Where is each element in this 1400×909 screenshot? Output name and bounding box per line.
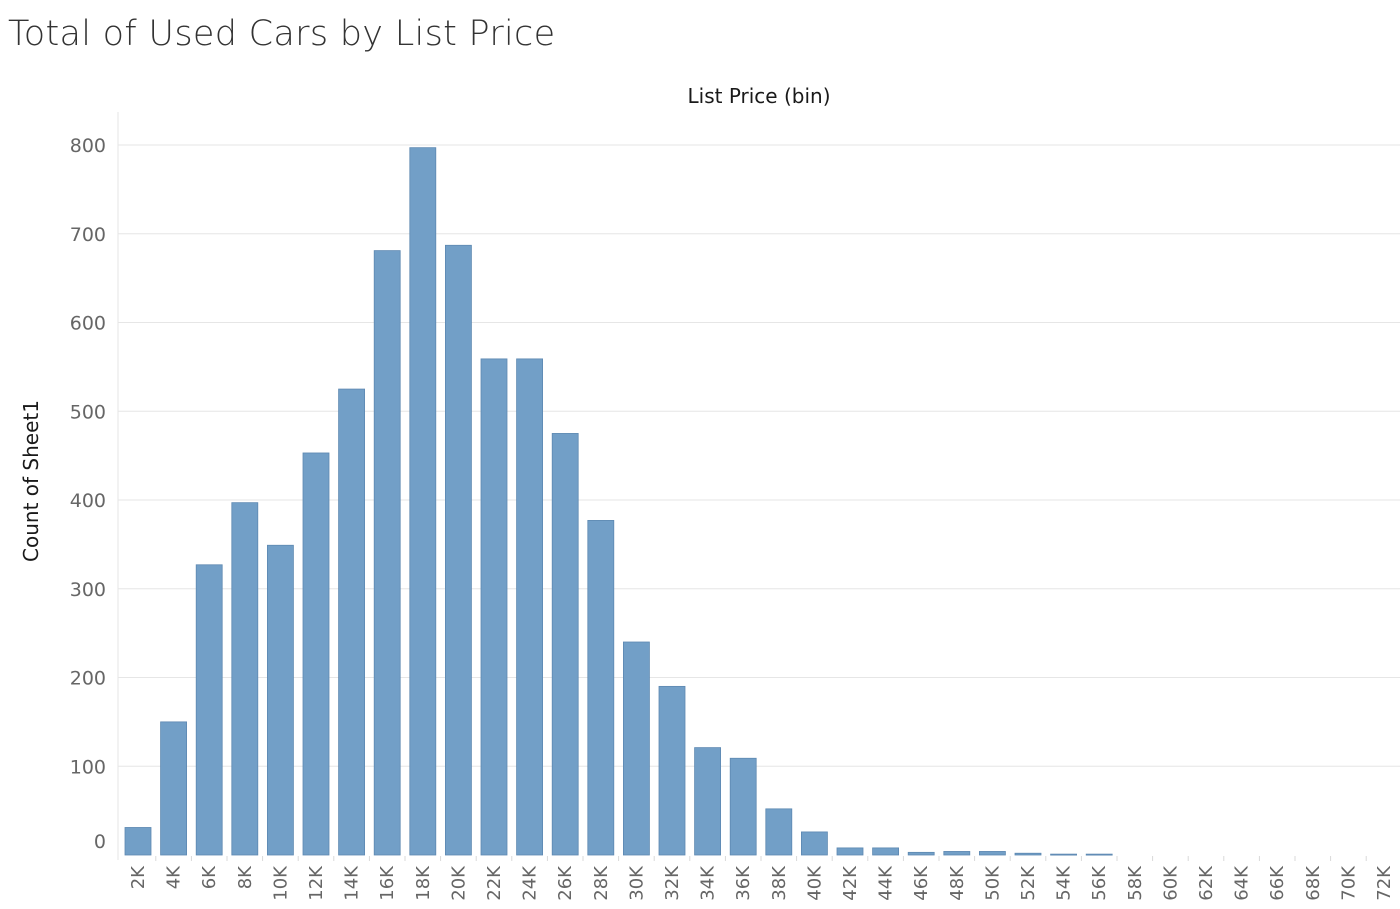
x-tick-label: 28K xyxy=(591,865,612,901)
bar-30K[interactable] xyxy=(623,641,650,856)
bar-26K[interactable] xyxy=(551,433,579,856)
bar-48K[interactable] xyxy=(943,851,971,856)
x-tick-label: 32K xyxy=(662,865,683,901)
x-tick-label: 44K xyxy=(876,865,897,901)
y-tick-label: 600 xyxy=(70,313,106,335)
y-tick-label: 200 xyxy=(70,668,106,690)
x-tick-label: 70K xyxy=(1338,865,1359,901)
bar-10K[interactable] xyxy=(266,544,294,856)
x-tick-labels: 2K 4K 6K 8K 10K 12K 14K 16K 18K 20K 22K 24K 26K 28K 30… xyxy=(128,856,1395,901)
bar-2K[interactable] xyxy=(124,827,152,856)
y-tick-label: 700 xyxy=(70,224,106,246)
y-tick-label: 0 xyxy=(94,831,106,853)
bar-12K[interactable] xyxy=(302,452,330,856)
bar-8K[interactable] xyxy=(231,502,259,856)
x-tick-label: 8K xyxy=(235,865,256,889)
bar-32K[interactable] xyxy=(658,685,686,856)
bar-20K[interactable] xyxy=(444,244,472,856)
x-tick-label: 60K xyxy=(1160,865,1181,901)
x-tick-label: 14K xyxy=(342,865,363,901)
x-tick-label: 6K xyxy=(199,865,220,889)
x-tick-label: 18K xyxy=(413,865,434,901)
x-tick-label: 64K xyxy=(1232,865,1253,901)
x-tick-label: 50K xyxy=(982,865,1003,901)
x-tick-label: 26K xyxy=(555,865,576,901)
bar-6K[interactable] xyxy=(195,564,223,856)
x-tick-label: 62K xyxy=(1196,865,1217,901)
x-tick-label: 58K xyxy=(1125,865,1146,901)
x-tick-label: 46K xyxy=(911,865,932,901)
y-tick-label: 300 xyxy=(70,579,106,601)
bar-56K[interactable] xyxy=(1085,853,1113,856)
x-tick-label: 42K xyxy=(840,865,861,901)
x-tick-label: 40K xyxy=(804,865,825,901)
bar-46K[interactable] xyxy=(907,851,935,856)
x-tick-label: 48K xyxy=(947,865,968,901)
bar-18K[interactable] xyxy=(409,147,437,856)
bar-16K[interactable] xyxy=(373,250,401,856)
y-tick-label: 100 xyxy=(70,756,106,778)
bar-14K[interactable] xyxy=(338,388,366,856)
bars xyxy=(124,147,1113,856)
gridlines xyxy=(118,144,1400,767)
x-tick-label: 22K xyxy=(484,865,505,901)
bar-24K[interactable] xyxy=(516,358,543,856)
y-tick-label: 400 xyxy=(70,490,106,512)
chart-title: Total of Used Cars by List Price xyxy=(8,14,556,54)
x-tick-label: 10K xyxy=(270,865,291,901)
x-tick-label: 38K xyxy=(769,865,790,901)
x-tick-label: 66K xyxy=(1267,865,1288,901)
y-tick-label: 500 xyxy=(70,401,106,423)
bar-42K[interactable] xyxy=(836,847,864,856)
x-axis-title: List Price (bin) xyxy=(688,84,831,108)
x-tick-label: 72K xyxy=(1374,865,1395,901)
bar-28K[interactable] xyxy=(587,520,615,856)
x-tick-label: 2K xyxy=(128,865,149,889)
x-tick-label: 68K xyxy=(1303,865,1324,901)
x-tick-label: 12K xyxy=(306,865,327,901)
bar-50K[interactable] xyxy=(979,851,1006,856)
bar-36K[interactable] xyxy=(729,757,757,856)
x-tick-label: 16K xyxy=(377,865,398,901)
bar-44K[interactable] xyxy=(872,847,899,856)
x-tick-label: 36K xyxy=(733,865,754,901)
x-tick-label: 34K xyxy=(698,865,719,901)
bar-22K[interactable] xyxy=(480,358,508,856)
x-tick-label: 4K xyxy=(164,865,185,889)
y-tick-label: 800 xyxy=(70,135,106,157)
y-tick-labels: 0 100 200 300 400 500 600 700 800 xyxy=(70,135,106,853)
x-tick-label: 20K xyxy=(448,865,469,901)
x-tick-label: 52K xyxy=(1018,865,1039,901)
x-tick-label: 30K xyxy=(626,865,647,901)
bar-40K[interactable] xyxy=(801,831,828,856)
bar-54K[interactable] xyxy=(1050,853,1077,856)
x-tick-label: 24K xyxy=(520,865,541,901)
bar-38K[interactable] xyxy=(765,808,793,856)
y-axis-title: Count of Sheet1 xyxy=(19,400,43,562)
bar-52K[interactable] xyxy=(1014,852,1042,856)
bar-34K[interactable] xyxy=(694,747,721,856)
x-tick-label: 56K xyxy=(1089,865,1110,901)
x-tick-label: 54K xyxy=(1054,865,1075,901)
bar-4K[interactable] xyxy=(160,721,188,856)
